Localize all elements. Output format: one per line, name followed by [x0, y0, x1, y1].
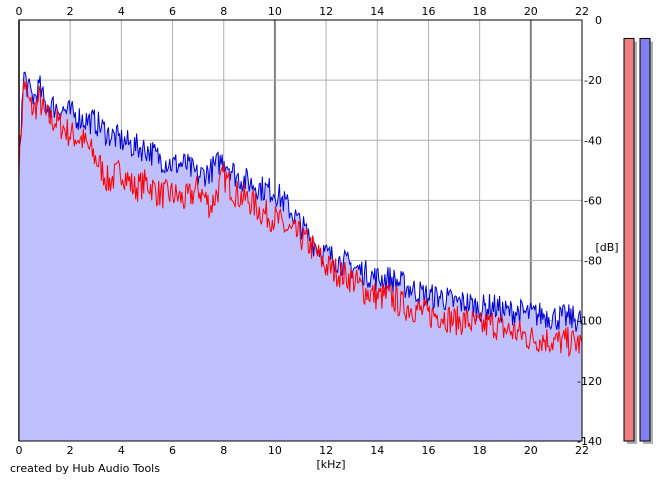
level-meters — [623, 37, 653, 444]
x-tick-label-bottom: 8 — [220, 444, 227, 457]
y-tick-label: -80 — [584, 255, 602, 268]
x-tick-label-bottom: 14 — [370, 444, 384, 457]
x-tick-label-top: 0 — [16, 5, 23, 18]
x-ticks-bottom: 0 2 4 6 8 10 12 14 16 18 20 22 — [16, 444, 590, 457]
x-tick-label-top: 20 — [524, 5, 538, 18]
x-tick-label-top: 16 — [421, 5, 435, 18]
y-tick-label: -40 — [584, 134, 602, 147]
x-axis-label: [kHz] — [317, 458, 346, 471]
series-lines — [18, 71, 583, 358]
plot-frame — [18, 19, 583, 442]
x-tick-label-bottom: 18 — [473, 444, 487, 457]
y-tick-label: -100 — [577, 315, 602, 328]
credit-text: created by Hub Audio Tools — [10, 462, 160, 475]
x-tick-label-bottom: 12 — [319, 444, 333, 457]
y-tick-label: 0 — [595, 14, 602, 27]
x-tick-label-bottom: 6 — [169, 444, 176, 457]
x-tick-label-top: 6 — [169, 5, 176, 18]
level-meter-right — [639, 37, 651, 442]
y-axis-label: [dB] — [595, 241, 618, 254]
y-tick-label: -120 — [577, 375, 602, 388]
x-ticks-top: 0 2 4 6 8 10 12 14 16 18 20 22 — [16, 5, 590, 18]
x-tick-label-top: 12 — [319, 5, 333, 18]
x-tick-label-top: 22 — [575, 5, 589, 18]
y-tick-label: -140 — [577, 435, 602, 448]
x-tick-label-bottom: 10 — [268, 444, 282, 457]
x-tick-label-top: 14 — [370, 5, 384, 18]
x-tick-label-bottom: 0 — [16, 444, 23, 457]
series-line-left — [18, 80, 583, 358]
x-tick-label-bottom: 16 — [421, 444, 435, 457]
x-tick-label-top: 4 — [118, 5, 125, 18]
x-tick-label-top: 10 — [268, 5, 282, 18]
y-ticks: 0 -20 -40 -60 -80 -100 -120 -140 — [577, 14, 602, 448]
series-line-right — [18, 71, 583, 332]
x-tick-label-bottom: 20 — [524, 444, 538, 457]
x-tick-label-top: 2 — [67, 5, 74, 18]
level-meter-left — [623, 37, 635, 442]
x-tick-label-bottom: 4 — [118, 444, 125, 457]
x-tick-label-top: 8 — [220, 5, 227, 18]
y-tick-label: -60 — [584, 194, 602, 207]
y-tick-label: -20 — [584, 74, 602, 87]
x-tick-label-bottom: 2 — [67, 444, 74, 457]
x-tick-label-top: 18 — [473, 5, 487, 18]
x-tick-label-bottom: 22 — [575, 444, 589, 457]
spectrum-fill-area — [19, 72, 582, 441]
